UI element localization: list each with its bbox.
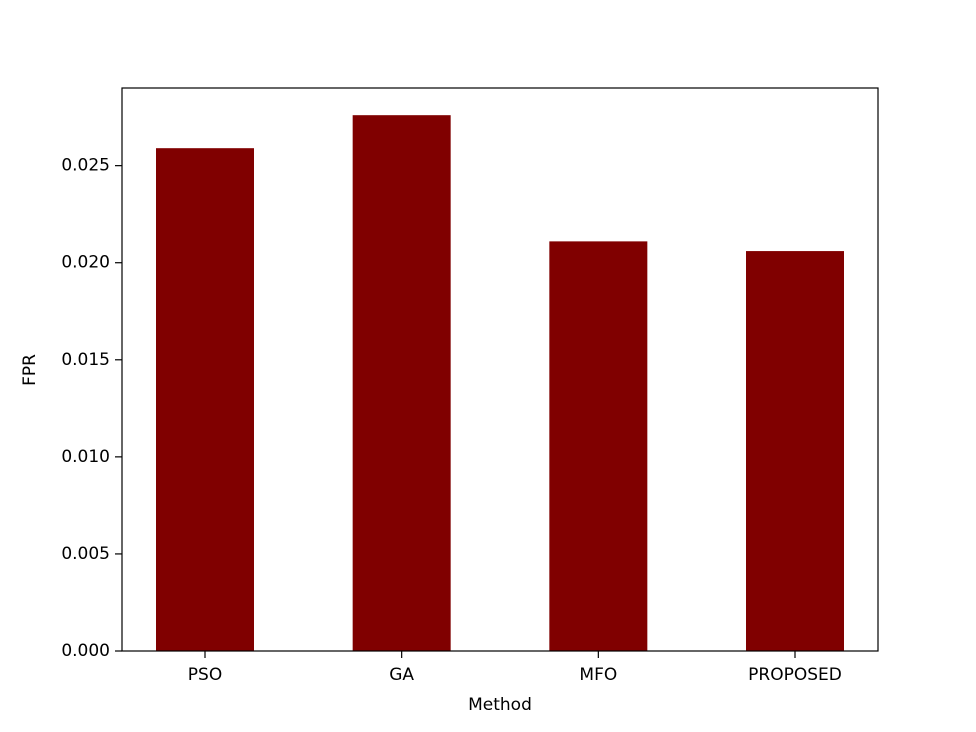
bar [549,241,648,652]
bar [156,148,254,652]
x-tick-label: PROPOSED [748,665,842,685]
y-tick-label: 0.000 [61,641,110,661]
bar [746,251,844,651]
plot-frame [121,87,879,652]
x-tick-label: PSO [188,665,222,685]
y-tick-label: 0.005 [61,544,110,564]
y-tick-label: 0.020 [61,253,110,273]
x-tick-label: GA [389,665,414,685]
x-tick-label: MFO [579,665,617,685]
y-axis-label: FPR [20,354,40,386]
y-tick-label: 0.025 [61,156,110,176]
x-axis-label: Method [468,695,532,715]
bar [352,115,451,651]
y-tick-label: 0.015 [61,350,110,370]
y-tick-label: 0.010 [61,447,110,467]
